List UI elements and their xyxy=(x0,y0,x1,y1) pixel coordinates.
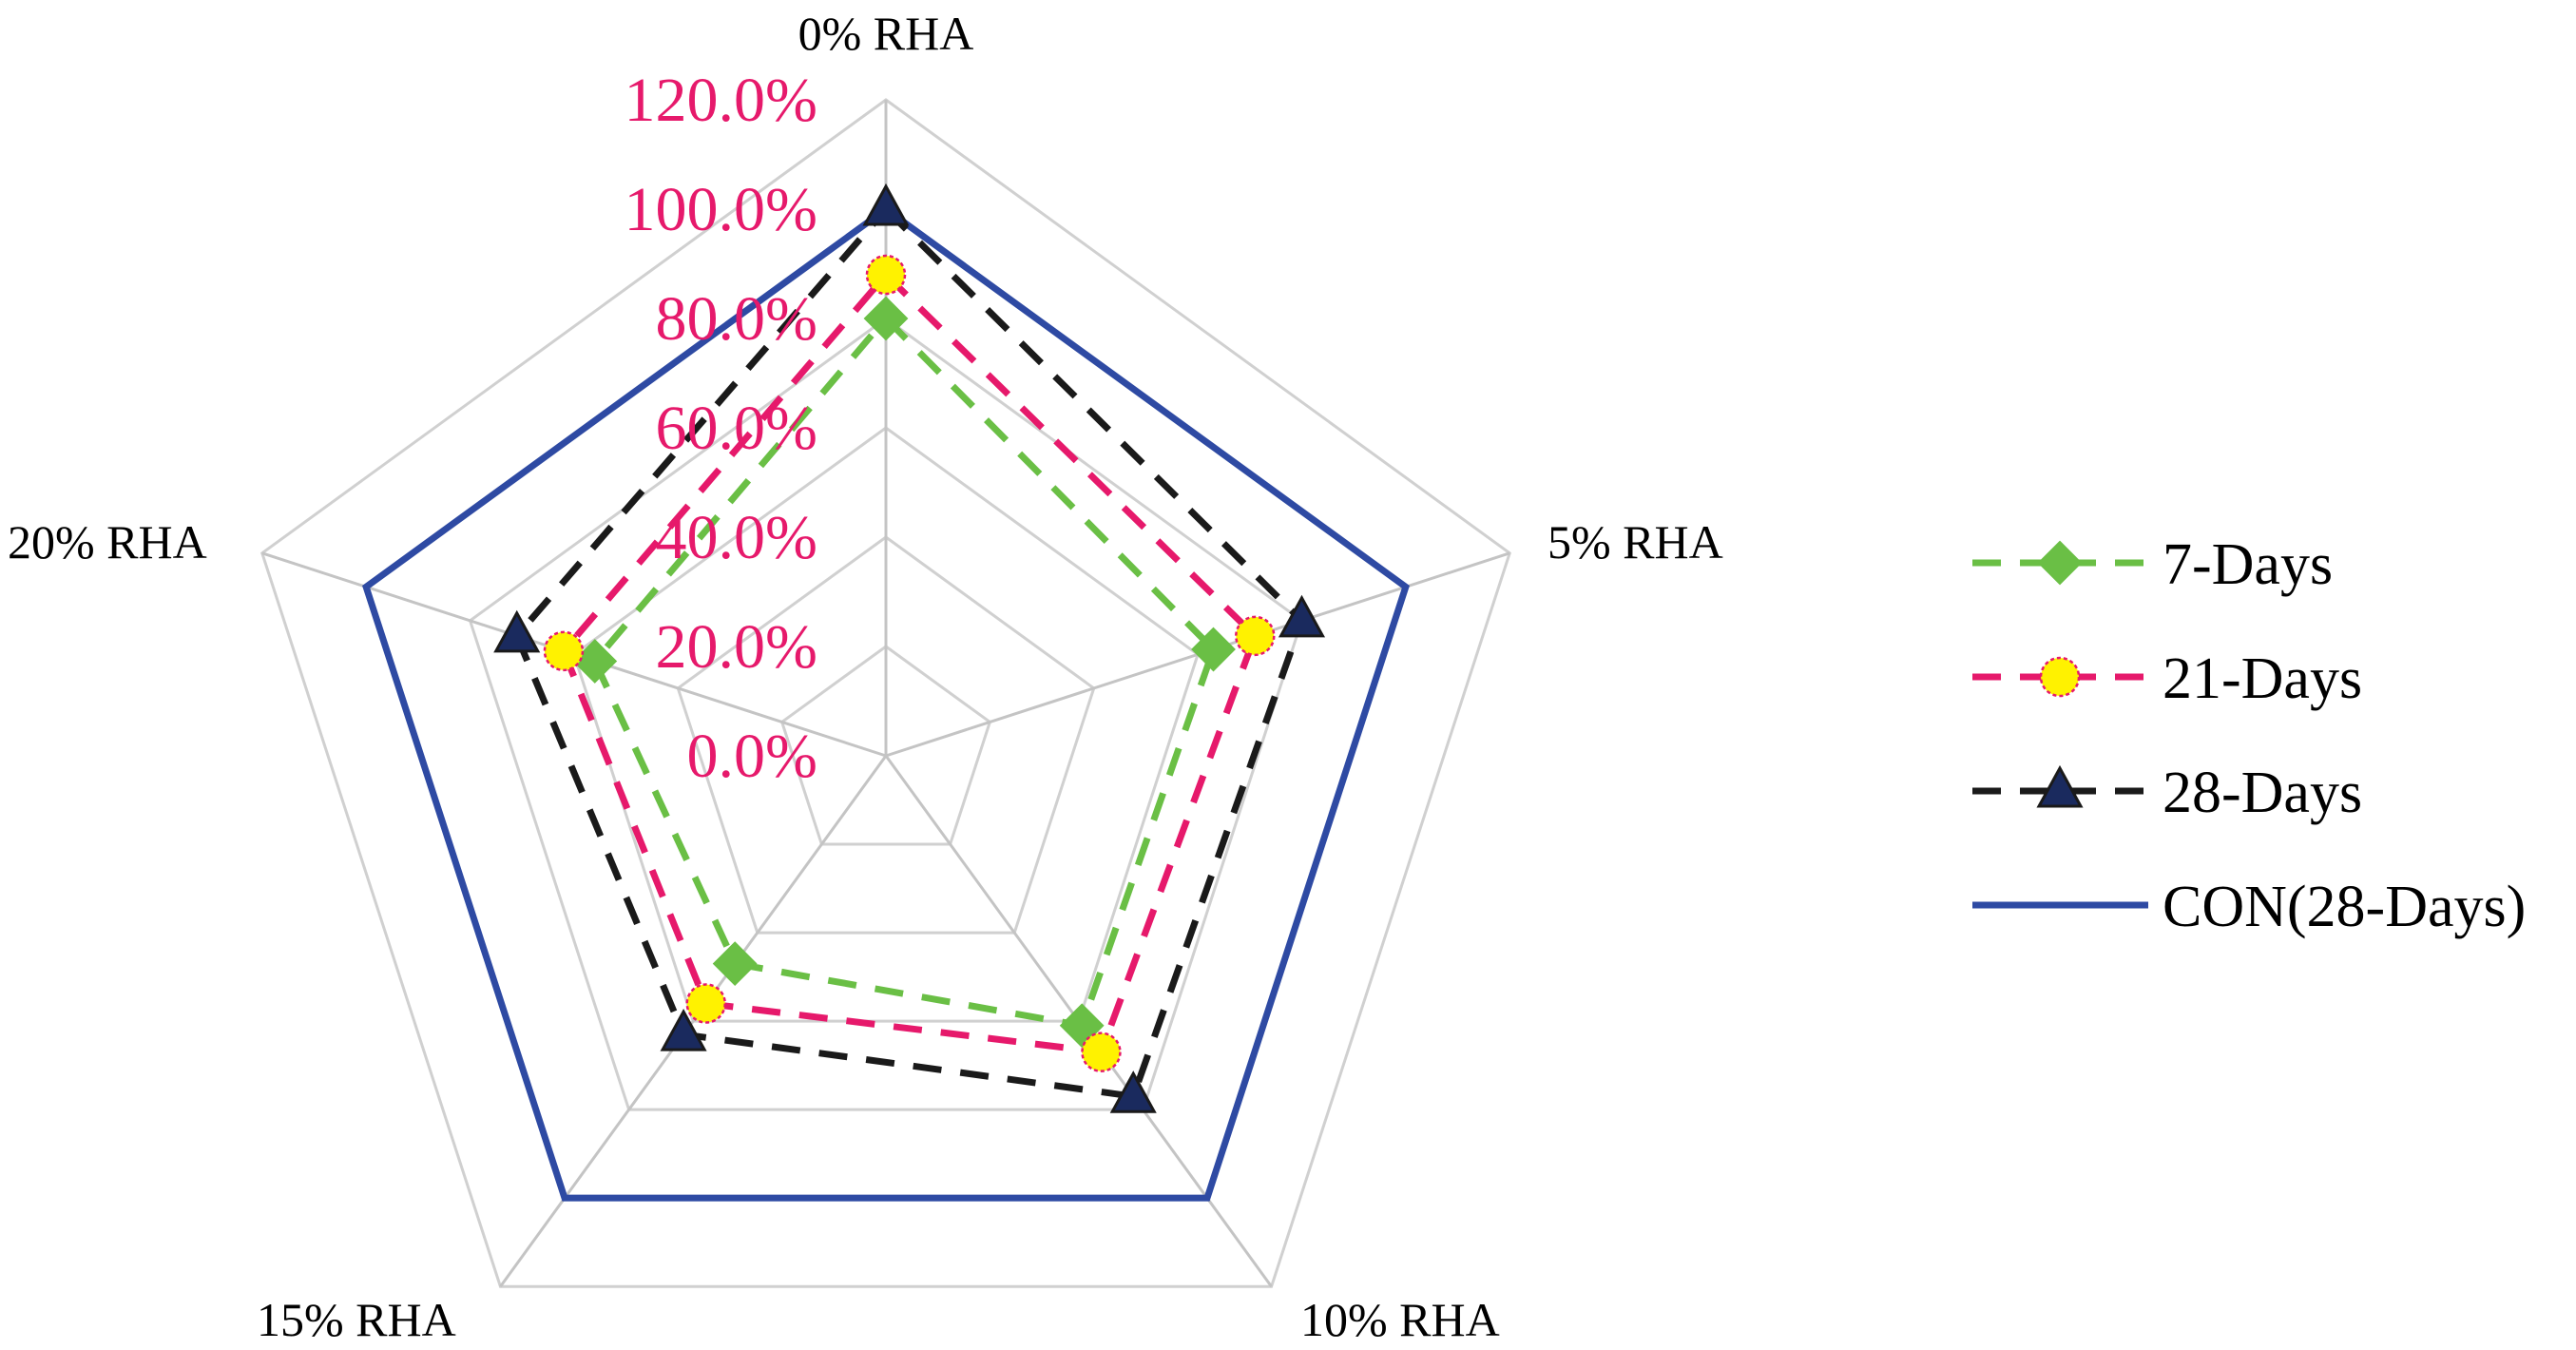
category-label-15-rha: 15% RHA xyxy=(257,1293,456,1346)
legend-label: 28-Days xyxy=(2163,761,2362,825)
data-point-21-days-5-rha xyxy=(1235,615,1276,657)
data-point-7-days-15-rha xyxy=(712,941,758,987)
data-point-21-days-0-rha xyxy=(865,254,907,296)
radial-tick-label: 80.0% xyxy=(656,284,817,354)
series-line-con-28-days xyxy=(362,204,1410,1202)
data-point-28-days-20-rha xyxy=(493,609,541,653)
radial-tick-label: 120.0% xyxy=(625,66,817,135)
grid-ring xyxy=(676,535,1096,935)
series-7-days xyxy=(572,296,1236,1049)
radial-tick-label: 40.0% xyxy=(656,503,817,572)
grid-ring xyxy=(572,426,1200,1023)
legend-item-con-28-days: CON(28-Days) xyxy=(1972,875,2526,939)
data-point-21-days-10-rha xyxy=(1081,1032,1122,1072)
grid-ring xyxy=(779,645,992,846)
series-line-7-days xyxy=(590,313,1218,1030)
category-labels: 0% RHA 5% RHA 10% RHA 15% RHA 20% RHA xyxy=(8,7,1723,1346)
data-point-28-days-0-rha xyxy=(862,183,910,226)
data-point-7-days-0-rha xyxy=(863,296,909,341)
legend-swatch-marker xyxy=(2039,656,2081,698)
data-point-28-days-10-rha xyxy=(1109,1070,1157,1113)
legend-swatch-marker xyxy=(2037,540,2083,586)
grid-ring xyxy=(260,98,1511,1288)
radial-tick-label: 20.0% xyxy=(656,612,817,682)
data-point-7-days-5-rha xyxy=(1191,627,1236,672)
series-line-28-days xyxy=(512,203,1306,1101)
radial-tick-label: 60.0% xyxy=(656,394,817,463)
data-point-21-days-20-rha xyxy=(543,630,585,672)
grid-ring xyxy=(468,317,1304,1111)
series-21-days xyxy=(543,254,1276,1072)
legend-label: CON(28-Days) xyxy=(2163,875,2526,939)
radial-tick-label: 0.0% xyxy=(687,722,817,791)
category-label-10-rha: 10% RHA xyxy=(1300,1293,1500,1346)
category-label-5-rha: 5% RHA xyxy=(1548,515,1723,569)
legend-label: 7-Days xyxy=(2163,532,2333,597)
legend-label: 21-Days xyxy=(2163,646,2362,711)
category-label-20-rha: 20% RHA xyxy=(8,515,207,569)
data-point-21-days-15-rha xyxy=(685,983,726,1024)
legend-swatch-marker xyxy=(2036,764,2084,808)
legend: 7-Days 21-Days 28-Days CON(28-Days) xyxy=(1972,532,2526,939)
radar-series xyxy=(362,183,1410,1202)
series-line-21-days xyxy=(559,269,1259,1056)
legend-item-21-days: 21-Days xyxy=(1972,646,2362,711)
data-point-28-days-5-rha xyxy=(1278,594,1326,638)
series-28-days xyxy=(493,183,1326,1113)
data-point-28-days-15-rha xyxy=(660,1008,707,1051)
legend-item-28-days: 28-Days xyxy=(1972,761,2362,825)
legend-item-7-days: 7-Days xyxy=(1972,532,2333,597)
category-label-0-rha: 0% RHA xyxy=(798,7,974,60)
radial-tick-label: 100.0% xyxy=(625,175,817,244)
radial-tick-labels: 0.0% 20.0% 40.0% 60.0% 80.0% 100.0% 120.0% xyxy=(625,66,817,791)
series-con-28-days xyxy=(362,204,1410,1202)
